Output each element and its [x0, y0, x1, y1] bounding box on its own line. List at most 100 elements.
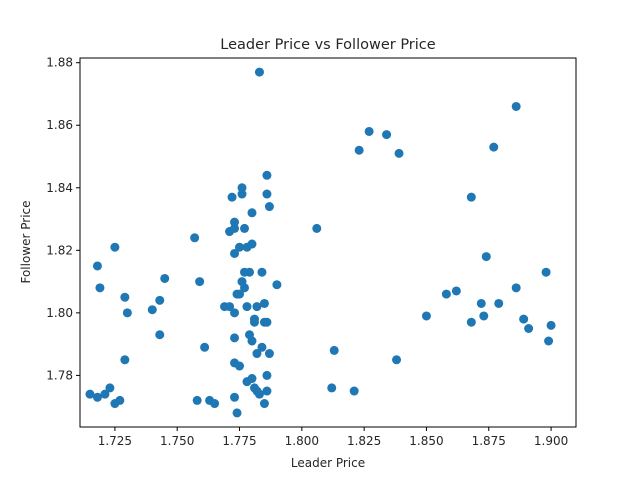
data-point — [252, 302, 262, 312]
data-point — [264, 349, 274, 359]
data-point — [237, 189, 247, 199]
data-point — [230, 223, 240, 233]
data-point — [85, 389, 95, 399]
data-point — [394, 148, 404, 158]
data-point — [466, 192, 476, 202]
data-point — [227, 192, 237, 202]
data-point — [247, 208, 257, 218]
x-tick-label: 1.775 — [222, 434, 256, 448]
data-point — [476, 298, 486, 308]
data-point — [264, 202, 274, 212]
data-point — [237, 183, 247, 193]
data-point — [479, 311, 489, 321]
x-tick-label: 1.825 — [347, 434, 381, 448]
data-point — [327, 383, 337, 393]
data-point — [262, 170, 272, 180]
data-point — [262, 370, 272, 380]
x-tick-label: 1.725 — [98, 434, 132, 448]
data-point — [519, 314, 529, 324]
data-point — [481, 252, 491, 262]
data-point — [230, 333, 240, 343]
data-point — [421, 311, 431, 321]
data-point — [262, 189, 272, 199]
data-point — [232, 408, 242, 418]
data-point — [230, 308, 240, 318]
data-point — [441, 289, 451, 299]
data-point — [240, 283, 249, 293]
y-tick-label: 1.84 — [46, 181, 73, 195]
x-axis-label: Leader Price — [291, 456, 365, 470]
data-point — [247, 239, 257, 249]
data-point — [259, 298, 269, 308]
data-point — [244, 267, 254, 277]
plot-frame — [79, 57, 577, 428]
y-tick-label: 1.86 — [46, 118, 73, 132]
data-point — [210, 399, 220, 409]
data-point — [120, 355, 130, 365]
data-point — [247, 374, 257, 384]
data-point — [92, 261, 102, 271]
data-point — [349, 386, 359, 396]
data-point — [110, 242, 120, 252]
data-point — [511, 101, 521, 111]
data-point — [524, 324, 534, 333]
data-point — [192, 395, 202, 405]
data-point — [364, 126, 374, 136]
x-tick-label: 1.900 — [534, 434, 568, 448]
data-point — [546, 320, 556, 330]
data-point — [230, 392, 240, 402]
data-point — [155, 295, 165, 305]
data-point — [272, 280, 282, 290]
y-axis-label: Follower Price — [19, 200, 33, 283]
data-point — [190, 233, 200, 243]
data-point — [451, 286, 461, 296]
data-point — [494, 298, 504, 308]
data-point — [155, 330, 165, 340]
x-tick-label: 1.850 — [409, 434, 443, 448]
chart-title: Leader Price vs Follower Price — [220, 37, 435, 53]
data-point — [259, 399, 269, 409]
data-point — [235, 289, 245, 299]
data-point — [511, 283, 521, 293]
data-point — [262, 317, 272, 327]
data-point — [329, 345, 339, 355]
y-tick-label: 1.82 — [46, 243, 73, 257]
x-tick-label: 1.750 — [160, 434, 194, 448]
data-point — [120, 292, 130, 302]
data-point — [354, 145, 364, 155]
data-point — [242, 302, 252, 312]
y-tick-label: 1.78 — [46, 368, 73, 382]
data-point — [235, 361, 245, 371]
data-point — [249, 317, 259, 327]
data-point — [541, 267, 551, 277]
data-point — [466, 317, 476, 327]
y-tick-label: 1.80 — [46, 306, 73, 320]
data-point — [195, 277, 205, 287]
x-tick-label: 1.875 — [472, 434, 506, 448]
data-point — [489, 142, 499, 152]
y-ticks: 1.78 1.80 1.82 1.84 1.86 1.88 — [46, 56, 80, 382]
y-tick-label: 1.88 — [46, 56, 73, 70]
data-point — [230, 217, 240, 227]
data-point — [262, 386, 272, 396]
data-point — [254, 389, 264, 399]
data-point — [312, 223, 322, 233]
data-point — [147, 305, 157, 315]
data-point — [160, 273, 170, 283]
data-point — [247, 336, 257, 346]
data-point — [122, 308, 132, 318]
data-point — [544, 336, 554, 346]
data-point — [382, 130, 392, 140]
data-point — [100, 389, 110, 399]
data-point — [92, 392, 102, 402]
x-ticks: 1.725 1.750 1.775 1.800 1.825 1.850 1.875 1.900 — [98, 427, 568, 448]
data-point — [225, 302, 235, 312]
data-point — [235, 242, 245, 252]
x-tick-label: 1.800 — [285, 434, 319, 448]
data-point — [115, 395, 125, 405]
data-point — [230, 248, 240, 258]
data-point — [240, 223, 249, 233]
data-point — [392, 355, 402, 365]
